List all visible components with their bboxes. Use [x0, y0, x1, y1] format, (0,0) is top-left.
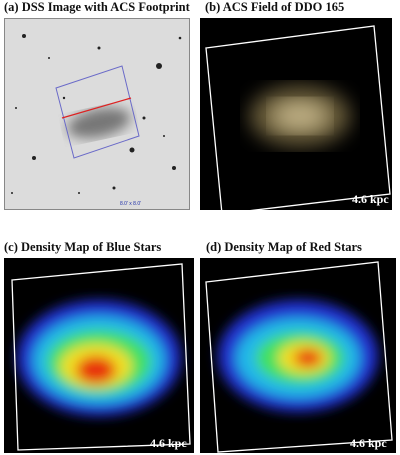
blue-density-map	[4, 258, 194, 453]
panel-title: (b) ACS Field of DDO 165	[205, 0, 345, 14]
field-size: 8.0' x 8.0'	[120, 201, 142, 207]
panel-title: (c) Density Map of Blue Stars	[4, 240, 162, 254]
acs-image	[200, 18, 392, 210]
panel-title: (a) DSS Image with ACS Footprint	[4, 0, 190, 14]
red-density-map	[200, 258, 396, 453]
scale-label: 4.6 kpc	[350, 436, 387, 450]
scale-label: 4.6 kpc	[150, 436, 187, 450]
dss-image	[4, 18, 190, 210]
scale-label: 4.6 kpc	[352, 192, 389, 206]
panel-title: (d) Density Map of Red Stars	[206, 240, 362, 254]
